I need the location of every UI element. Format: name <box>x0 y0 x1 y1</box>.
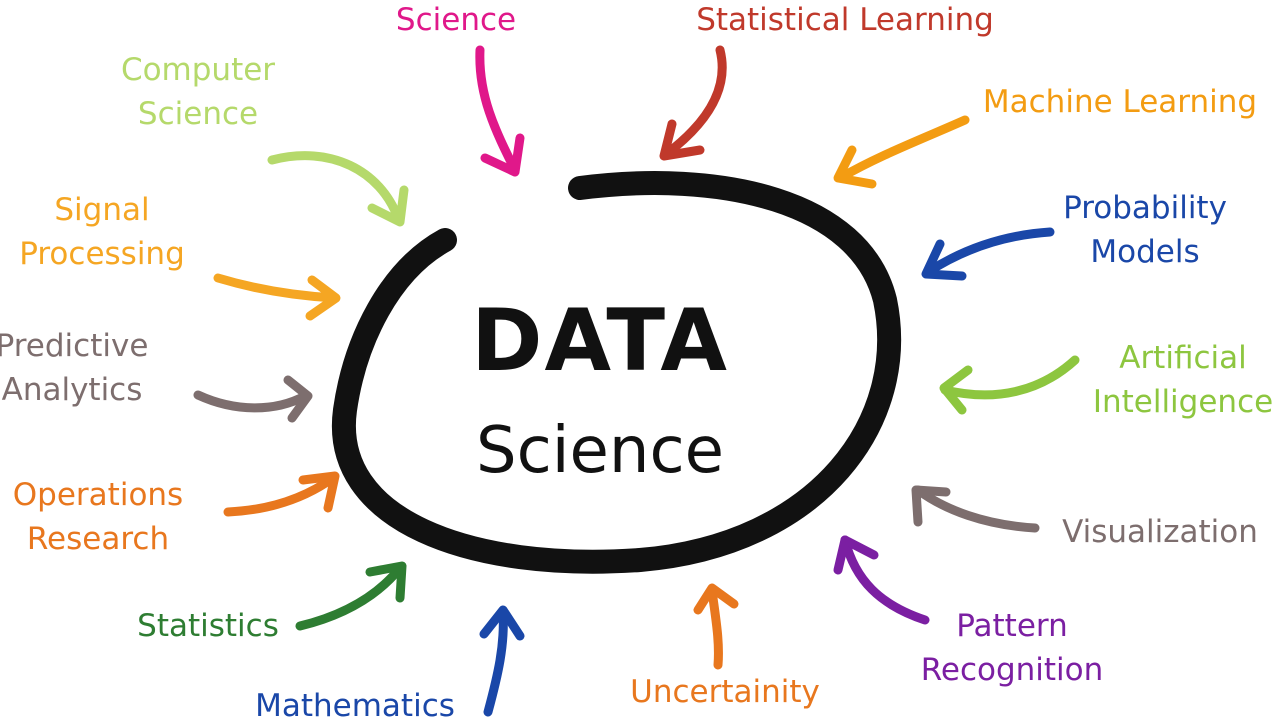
term-label: Analytics <box>2 372 143 408</box>
arrow-icon <box>921 227 1055 281</box>
term-label: Pattern <box>956 608 1068 644</box>
term-label: Computer <box>121 52 275 88</box>
arrow-icon <box>267 151 409 227</box>
center-circle <box>331 171 901 574</box>
arrow-icon <box>833 535 930 625</box>
term-science: Science <box>396 2 525 177</box>
term-mathematics: Mathematics <box>255 605 525 720</box>
arrow-icon <box>213 273 341 321</box>
term-label: Statistical Learning <box>696 2 994 38</box>
term-probability-models: Probability Models <box>921 190 1227 281</box>
arrow-icon <box>659 45 727 161</box>
term-computer-science: Computer Science <box>121 52 409 227</box>
term-label: Statistics <box>137 608 279 644</box>
term-artificial-intelligence: Artificial Intelligence <box>939 340 1273 420</box>
term-uncertainity: Uncertainity <box>630 583 820 710</box>
term-label: Operations <box>13 477 183 513</box>
term-machine-learning: Machine Learning <box>833 84 1257 189</box>
center-title: DATA <box>471 291 729 391</box>
term-label: Machine Learning <box>983 84 1257 120</box>
term-predictive-analytics: Predictive Analytics <box>0 328 313 423</box>
term-label: Signal <box>54 192 149 228</box>
arrow-icon <box>911 485 1040 533</box>
arrow-icon <box>833 115 970 189</box>
arrow-icon <box>193 375 313 423</box>
term-operations-research: Operations Research <box>13 471 340 557</box>
term-pattern-recognition: Pattern Recognition <box>833 535 1104 688</box>
term-label: Intelligence <box>1093 384 1273 420</box>
term-statistics: Statistics <box>137 561 407 644</box>
term-signal-processing: Signal Processing <box>19 192 341 321</box>
arrow-icon <box>223 471 340 517</box>
term-label: Artificial <box>1119 340 1247 376</box>
term-label: Visualization <box>1062 514 1258 550</box>
arrow-icon <box>939 355 1080 415</box>
term-label: Science <box>138 96 258 132</box>
arrow-icon <box>295 561 407 631</box>
term-label: Mathematics <box>255 688 455 720</box>
center-subtitle: Science <box>476 414 724 488</box>
term-visualization: Visualization <box>911 485 1258 550</box>
term-label: Research <box>27 521 169 557</box>
term-statistical-learning: Statistical Learning <box>659 2 994 161</box>
term-label: Recognition <box>921 652 1104 688</box>
arrow-icon <box>479 605 525 717</box>
term-label: Science <box>396 2 516 38</box>
arrow-icon <box>475 45 525 177</box>
arrow-icon <box>693 583 739 670</box>
term-label: Probability <box>1063 190 1227 226</box>
term-label: Models <box>1090 234 1199 270</box>
term-label: Processing <box>19 236 185 272</box>
term-label: Predictive <box>0 328 148 364</box>
term-label: Uncertainity <box>630 674 820 710</box>
